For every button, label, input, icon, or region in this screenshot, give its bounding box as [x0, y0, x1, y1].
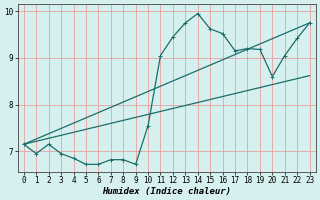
X-axis label: Humidex (Indice chaleur): Humidex (Indice chaleur)	[102, 187, 231, 196]
